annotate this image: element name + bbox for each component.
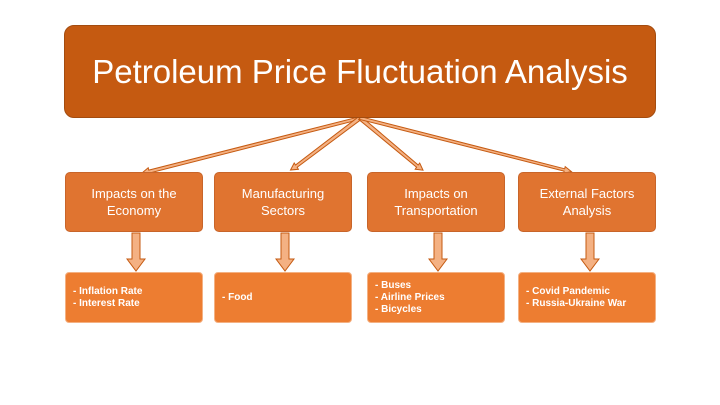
arrow-economy-to-list xyxy=(126,232,146,272)
category-box-manufacturing: Manufacturing Sectors xyxy=(214,172,352,232)
list-item: - Bicycles xyxy=(375,303,422,315)
list-item: - Interest Rate xyxy=(73,297,140,309)
list-box-economy: - Inflation Rate - Interest Rate xyxy=(65,272,203,323)
category-label-line2: Sectors xyxy=(260,203,306,218)
arrow-title-to-economy xyxy=(140,116,362,176)
category-label-line1: External Factors xyxy=(539,186,635,201)
category-box-economy: Impacts on the Economy xyxy=(65,172,203,232)
arrow-external-to-list xyxy=(580,232,600,272)
category-label-line2: Economy xyxy=(106,203,162,218)
list-item: - Food xyxy=(222,291,253,303)
list-box-external: - Covid Pandemic - Russia-Ukraine War xyxy=(518,272,656,323)
category-label-line1: Impacts on xyxy=(404,186,468,201)
diagram-title-text: Petroleum Price Fluctuation Analysis xyxy=(92,52,628,90)
category-label-line2: Analysis xyxy=(562,203,612,218)
list-box-transportation: - Buses - Airline Prices - Bicycles xyxy=(367,272,505,323)
list-item: - Airline Prices xyxy=(375,291,445,303)
arrow-manufacturing-to-list xyxy=(275,232,295,272)
category-label-line1: Impacts on the xyxy=(91,186,177,201)
arrow-transportation-to-list xyxy=(428,232,448,272)
list-box-manufacturing: - Food xyxy=(214,272,352,323)
category-box-transportation: Impacts on Transportation xyxy=(367,172,505,232)
list-item: - Russia-Ukraine War xyxy=(526,297,627,309)
category-label-line1: Manufacturing xyxy=(241,186,325,201)
list-item: - Inflation Rate xyxy=(73,285,143,297)
arrow-title-to-manufacturing xyxy=(289,116,363,171)
category-box-external: External Factors Analysis xyxy=(518,172,656,232)
arrow-title-to-transportation xyxy=(357,116,424,171)
list-item: - Buses xyxy=(375,279,412,291)
diagram-title: Petroleum Price Fluctuation Analysis xyxy=(64,25,656,118)
list-item: - Covid Pandemic xyxy=(526,285,610,297)
category-label-line2: Transportation xyxy=(394,203,478,218)
